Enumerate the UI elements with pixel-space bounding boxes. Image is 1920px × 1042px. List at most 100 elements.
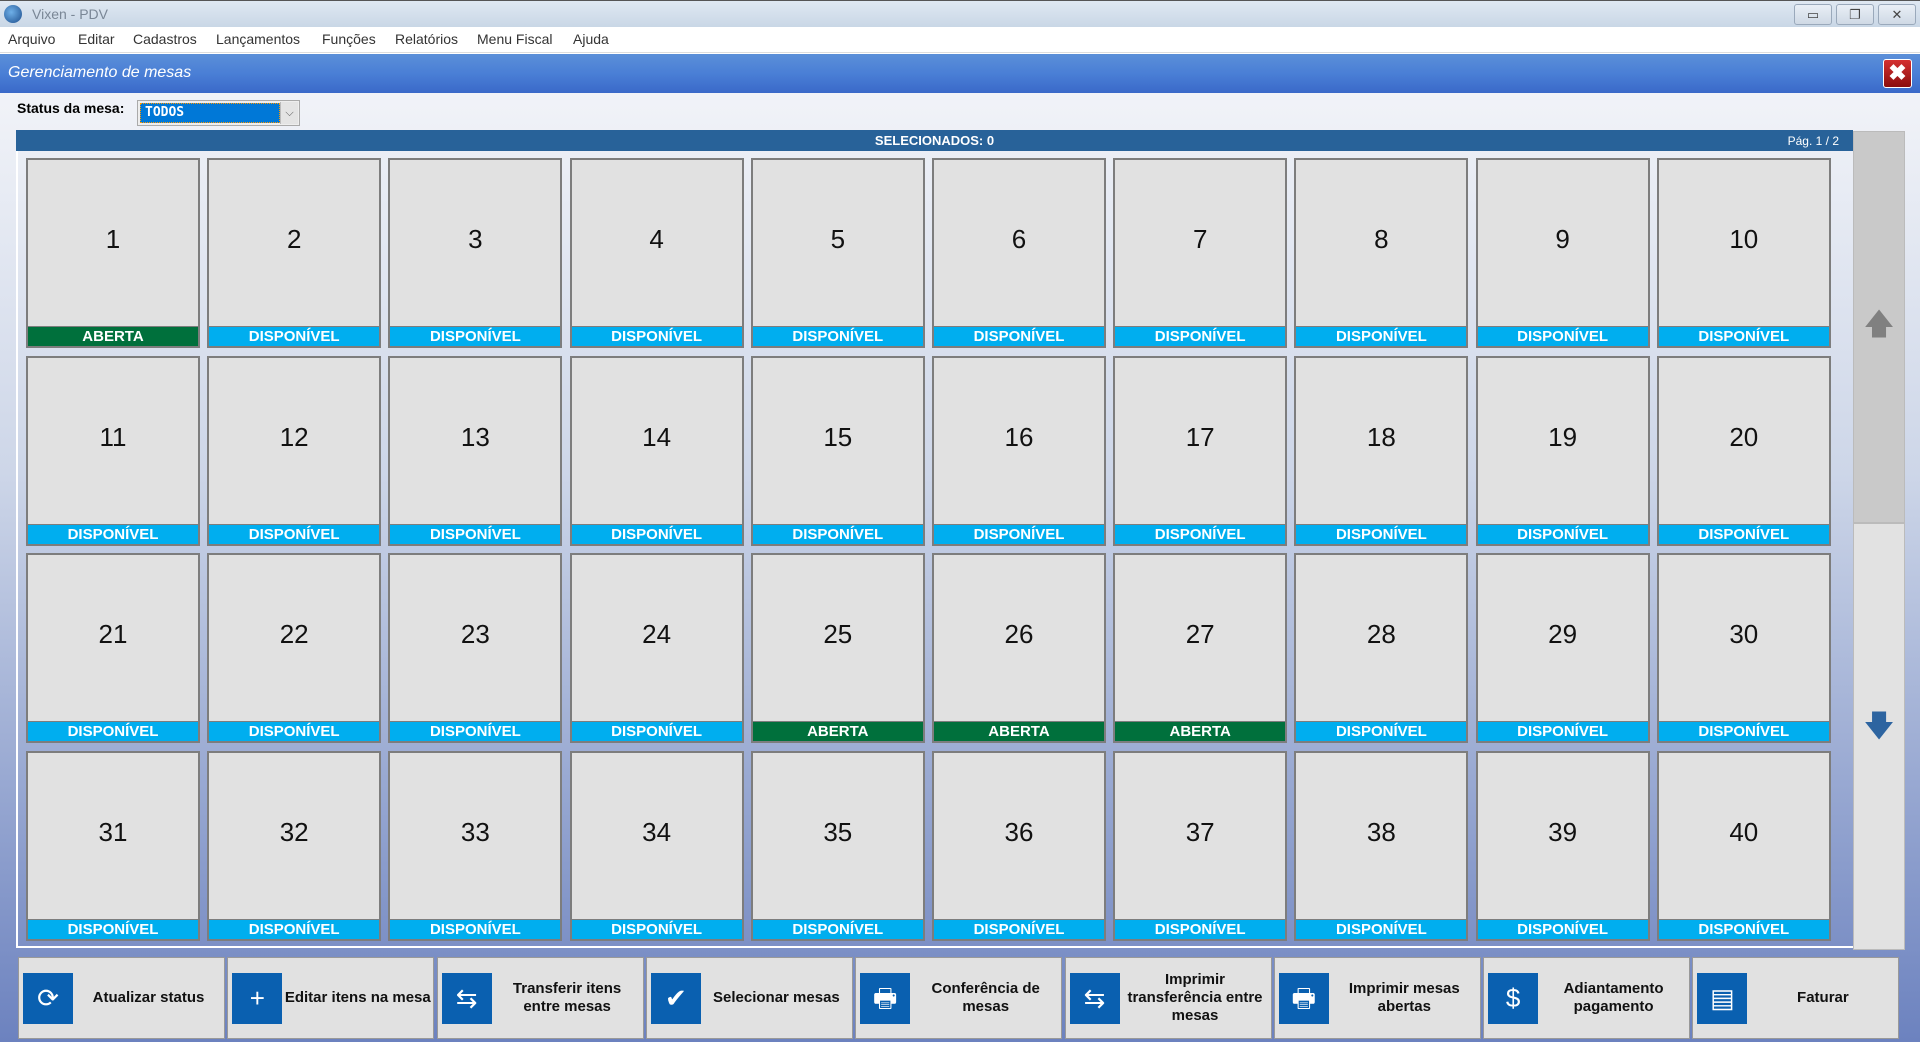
menu-relatorios[interactable]: Relatórios — [395, 31, 459, 47]
table-tile[interactable]: 1 ABERTA — [26, 158, 200, 348]
hand-money-icon: $ — [1488, 973, 1539, 1024]
table-tile[interactable]: 13 DISPONÍVEL — [388, 355, 563, 546]
table-tile[interactable]: 38 DISPONÍVEL — [1294, 750, 1469, 941]
table-number: 24 — [642, 619, 672, 649]
editar-itens-na-mesa-button[interactable]: + Editar itens na mesa — [227, 957, 435, 1039]
table-tile[interactable]: 6 DISPONÍVEL — [932, 158, 1106, 348]
table-tile[interactable]: 28 DISPONÍVEL — [1294, 553, 1469, 743]
app-logo-icon — [4, 5, 22, 23]
table-number: 16 — [1004, 421, 1034, 452]
table-tile[interactable]: 7 DISPONÍVEL — [1113, 158, 1288, 348]
table-status-badge: ABERTA — [28, 326, 198, 346]
document-transfer-icon: ⇆ — [441, 973, 492, 1024]
table-number: 11 — [99, 421, 127, 452]
table-tile[interactable]: 2 DISPONÍVEL — [207, 158, 382, 348]
action-label: Atualizar status — [92, 989, 205, 1006]
window-titlebar: Vixen - PDV ▭ ❐ ✕ — [0, 0, 1920, 27]
table-tile[interactable]: 37 DISPONÍVEL — [1113, 750, 1288, 941]
imprimir-transferencia-entre-mesas-button[interactable]: ⇆ Imprimir transferência entre mesas — [1064, 957, 1272, 1039]
table-tile[interactable]: 14 DISPONÍVEL — [569, 355, 744, 546]
table-status-badge: DISPONÍVEL — [752, 523, 923, 544]
table-tile[interactable]: 18 DISPONÍVEL — [1294, 355, 1469, 546]
table-status-badge: DISPONÍVEL — [1477, 523, 1648, 544]
action-label: Faturar — [1797, 989, 1849, 1006]
table-tile[interactable]: 5 DISPONÍVEL — [750, 158, 925, 348]
window-close-button[interactable]: ✕ — [1878, 4, 1916, 25]
table-number: 40 — [1729, 816, 1759, 847]
menu-editar[interactable]: Editar — [78, 31, 115, 47]
table-tile[interactable]: 22 DISPONÍVEL — [207, 553, 382, 743]
table-number: 20 — [1729, 421, 1759, 452]
menu-fiscal[interactable]: Menu Fiscal — [477, 31, 553, 47]
table-number: 1 — [105, 224, 121, 254]
action-label: Adiantamento pagamento — [1563, 980, 1664, 1015]
table-tile[interactable]: 29 DISPONÍVEL — [1475, 553, 1650, 743]
transferir-itens-entre-mesas-button[interactable]: ⇆ Transferir itens entre mesas — [436, 957, 644, 1039]
table-status-badge: DISPONÍVEL — [934, 523, 1104, 544]
panel-close-button[interactable]: ✖ — [1883, 59, 1912, 88]
refresh-icon: ⟳ — [23, 973, 73, 1024]
table-number: 30 — [1729, 619, 1759, 649]
table-tile[interactable]: 20 DISPONÍVEL — [1656, 355, 1831, 546]
table-tile[interactable]: 12 DISPONÍVEL — [207, 355, 382, 546]
table-tile[interactable]: 24 DISPONÍVEL — [569, 553, 744, 743]
table-tile[interactable]: 11 DISPONÍVEL — [26, 355, 200, 546]
table-number: 14 — [642, 421, 672, 452]
restore-button[interactable]: ❐ — [1836, 4, 1874, 25]
table-tile[interactable]: 39 DISPONÍVEL — [1475, 750, 1650, 941]
menu-cadastros[interactable]: Cadastros — [133, 31, 197, 47]
table-number: 13 — [460, 421, 490, 452]
table-status-badge: DISPONÍVEL — [1115, 918, 1286, 939]
table-status-badge: DISPONÍVEL — [209, 523, 380, 544]
table-status-badge: ABERTA — [934, 721, 1104, 741]
table-number: 33 — [460, 816, 490, 847]
minimize-button[interactable]: ▭ — [1794, 4, 1832, 25]
table-tile[interactable]: 25 ABERTA — [750, 553, 925, 743]
table-tile[interactable]: 30 DISPONÍVEL — [1656, 553, 1831, 743]
table-tile[interactable]: 9 DISPONÍVEL — [1475, 158, 1650, 348]
action-label: Conferência de mesas — [931, 980, 1040, 1015]
table-tile[interactable]: 17 DISPONÍVEL — [1113, 355, 1288, 546]
selected-count: SELECIONADOS: 0 — [874, 133, 995, 148]
table-tile[interactable]: 40 DISPONÍVEL — [1656, 750, 1831, 941]
table-tile[interactable]: 27 ABERTA — [1113, 553, 1288, 743]
table-tile[interactable]: 16 DISPONÍVEL — [932, 355, 1106, 546]
table-tile[interactable]: 19 DISPONÍVEL — [1475, 355, 1650, 546]
table-status-badge: DISPONÍVEL — [1658, 326, 1829, 346]
table-number: 6 — [1011, 224, 1027, 254]
table-status-badge: DISPONÍVEL — [1296, 918, 1467, 939]
table-tile[interactable]: 32 DISPONÍVEL — [207, 750, 382, 941]
table-tile[interactable]: 36 DISPONÍVEL — [932, 750, 1106, 941]
table-number: 9 — [1555, 224, 1570, 254]
table-tile[interactable]: 8 DISPONÍVEL — [1294, 158, 1469, 348]
menu-funcoes[interactable]: Funções — [322, 31, 376, 47]
table-tile[interactable]: 21 DISPONÍVEL — [26, 553, 200, 743]
table-tile[interactable]: 35 DISPONÍVEL — [750, 750, 925, 941]
menu-ajuda[interactable]: Ajuda — [573, 31, 609, 47]
page-up-button[interactable]: 🡅 — [1853, 131, 1905, 523]
selecionar-mesas-button[interactable]: ✔ Selecionar mesas — [645, 957, 853, 1039]
action-label: Editar itens na mesa — [284, 989, 431, 1006]
table-tile[interactable]: 34 DISPONÍVEL — [569, 750, 744, 941]
atualizar-status-button[interactable]: ⟳ Atualizar status — [18, 957, 225, 1039]
conferencia-de-mesas-button[interactable]: 🖶 Conferência de mesas — [855, 957, 1063, 1039]
table-tile[interactable]: 23 DISPONÍVEL — [388, 553, 563, 743]
menu-arquivo[interactable]: Arquivo — [8, 31, 56, 47]
table-tile[interactable]: 10 DISPONÍVEL — [1656, 158, 1831, 348]
arrow-down-icon: 🡇 — [1863, 710, 1895, 743]
table-tile[interactable]: 4 DISPONÍVEL — [569, 158, 744, 348]
table-tile[interactable]: 26 ABERTA — [932, 553, 1106, 743]
menu-lancamentos[interactable]: Lançamentos — [216, 31, 301, 47]
table-tile[interactable]: 31 DISPONÍVEL — [26, 750, 200, 941]
table-tile[interactable]: 33 DISPONÍVEL — [388, 750, 563, 941]
table-tile[interactable]: 3 DISPONÍVEL — [388, 158, 563, 348]
adiantamento-pagamento-button[interactable]: $ Adiantamento pagamento — [1483, 957, 1691, 1039]
chevron-down-icon[interactable]: ⌵ — [280, 102, 298, 124]
imprimir-mesas-abertas-button[interactable]: 🖶 Imprimir mesas abertas — [1273, 957, 1481, 1039]
table-tile[interactable]: 15 DISPONÍVEL — [750, 355, 925, 546]
table-status-badge: DISPONÍVEL — [571, 721, 742, 741]
table-number: 27 — [1185, 619, 1215, 649]
page-down-button[interactable]: 🡇 — [1853, 523, 1905, 950]
faturar-button[interactable]: ▤ Faturar — [1692, 957, 1900, 1039]
status-filter-select[interactable]: TODOS ⌵ — [137, 100, 300, 126]
